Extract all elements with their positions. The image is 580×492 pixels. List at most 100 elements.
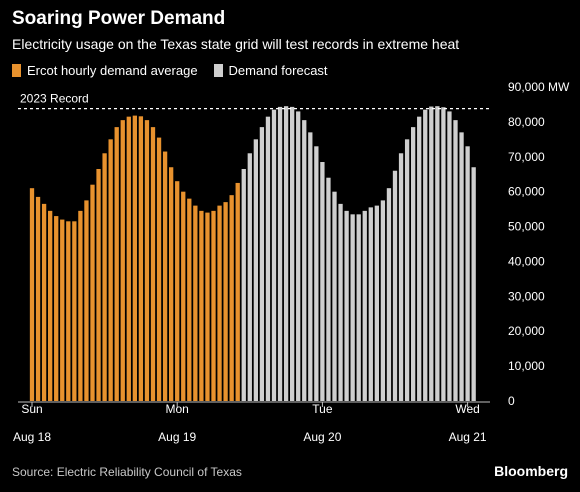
legend-label-actual: Ercot hourly demand average [27,63,198,78]
chart-subtitle: Electricity usage on the Texas state gri… [12,36,460,52]
forecast-bar [326,177,331,401]
forecast-bar [241,168,246,401]
y-tick-label: 60,000 [508,185,545,199]
actual-bar [162,151,168,401]
actual-bar [96,168,101,401]
y-tick-label: 70,000 [508,150,545,164]
actual-bar [66,221,71,401]
actual-bar [223,202,228,401]
forecast-bar [380,200,386,401]
x-tick-label-date: Aug 18 [13,430,51,444]
actual-bar [108,139,113,401]
forecast-bar [314,146,319,401]
actual-bar [181,191,186,401]
x-tick-label-date: Aug 19 [158,430,196,444]
actual-bar [35,196,41,401]
actual-bar [54,216,59,401]
forecast-bar [404,139,410,401]
forecast-bar [350,214,355,401]
actual-bar [144,120,150,401]
actual-bar [211,210,216,401]
forecast-bar [320,162,325,401]
actual-bar [187,198,192,401]
actual-bar [72,221,77,401]
actual-bar [169,167,174,401]
forecast-bar [277,106,283,401]
forecast-bar [398,153,404,401]
actual-bar [78,210,83,401]
x-tick-label-day: Wed [455,402,479,416]
forecast-bar [429,106,434,401]
forecast-bar [308,132,313,402]
bloomberg-logo: Bloomberg [494,463,568,479]
forecast-bar [253,139,258,401]
actual-bar [199,210,204,401]
actual-bar [175,181,180,401]
actual-bar [138,116,144,401]
actual-bar [205,212,210,401]
source-note: Source: Electric Reliability Council of … [12,465,242,479]
actual-bar [126,116,131,401]
actual-bar [156,137,162,401]
x-tick-label-date: Aug 20 [303,430,341,444]
x-tick-label-day: Mon [166,402,189,416]
forecast-bar [435,106,440,401]
y-tick-label: 50,000 [508,220,545,234]
forecast-bar [356,214,361,401]
forecast-bar [362,210,367,401]
forecast-bar [423,109,428,402]
y-tick-label: 90,000 MW [508,80,570,94]
x-tick-label-day: Sun [21,402,42,416]
forecast-bar [374,205,379,401]
actual-bar [60,219,65,401]
actual-bar [84,200,89,401]
y-tick-label: 40,000 [508,254,545,268]
actual-bar [114,127,119,402]
actual-bar [235,182,240,401]
forecast-bar [344,210,349,401]
forecast-bar [302,120,307,401]
forecast-bar [392,170,398,401]
actual-bar [217,205,222,401]
legend-swatch-actual [12,64,21,77]
forecast-bar [386,188,392,401]
actual-bar [229,195,234,401]
legend: Ercot hourly demand average Demand forec… [12,63,338,78]
y-tick-label: 20,000 [508,324,545,338]
record-reference-label: 2023 Record [20,92,89,106]
forecast-bar [441,107,446,402]
forecast-bar [338,203,343,401]
legend-swatch-forecast [213,64,223,77]
forecast-bar [411,127,416,402]
forecast-bar [296,111,301,402]
forecast-bar [265,116,271,401]
legend-label-forecast: Demand forecast [228,63,328,78]
forecast-bar [453,120,458,401]
y-tick-label: 10,000 [508,359,545,373]
x-tick-label-day: Tue [312,402,333,416]
x-tick-label-date: Aug 21 [449,430,487,444]
legend-item-actual: Ercot hourly demand average [12,63,198,78]
actual-bar [48,210,53,401]
forecast-bar [290,106,295,401]
forecast-bar [459,132,464,402]
actual-bar [29,188,35,401]
actual-bar [193,205,198,401]
forecast-bar [417,116,422,401]
y-tick-label: 30,000 [508,289,545,303]
legend-item-forecast: Demand forecast [213,63,328,78]
forecast-bar [465,146,470,401]
y-tick-label: 80,000 [508,115,545,129]
forecast-bar [332,191,337,401]
actual-bar [120,120,125,401]
actual-bar [90,184,95,401]
forecast-bar [283,106,289,401]
actual-bar [150,127,156,402]
actual-bar [102,153,107,401]
forecast-bar [471,167,476,401]
forecast-bar [247,153,252,401]
actual-bar [132,115,137,402]
forecast-bar [368,207,373,401]
forecast-bar [447,111,452,402]
